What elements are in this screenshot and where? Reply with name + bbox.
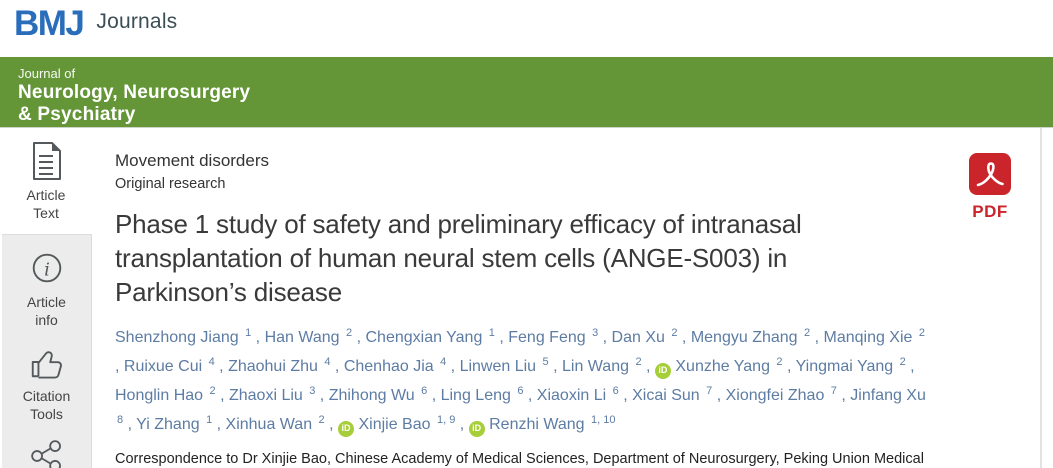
author-link[interactable]: Chenhao Jia 4 [343, 355, 447, 375]
author-link[interactable]: Dan Xu 2 [611, 326, 678, 346]
sidebar-item-article-text[interactable]: Article Text [0, 128, 92, 232]
info-icon: i [27, 248, 67, 288]
journals-label: Journals [96, 10, 178, 33]
document-icon [26, 141, 66, 181]
author-link[interactable]: Zhihong Wu 6 [328, 384, 428, 404]
author-link[interactable]: Zhaohui Zhu 4 [228, 355, 331, 375]
author-link[interactable]: Zhaoxi Liu 3 [228, 384, 316, 404]
thumbs-up-icon [27, 342, 67, 382]
site-header: BMJ Journals [0, 0, 1053, 57]
author-link[interactable]: Chengxian Yang 1 [365, 326, 495, 346]
sidebar: Article Text i Article info Cita [0, 128, 92, 468]
author-link[interactable]: Yi Zhang 1 [136, 413, 213, 433]
author-list: Shenzhong Jiang 1 , Han Wang 2 , Chengxi… [115, 323, 930, 439]
pdf-icon [969, 153, 1011, 199]
journal-kicker: Journal of [18, 66, 76, 81]
journal-banner: Journal of Neurology, Neurosurgery & Psy… [0, 57, 1053, 128]
journal-title-line1[interactable]: Neurology, Neurosurgery [18, 82, 251, 103]
author-link[interactable]: Xiaoxin Li 6 [536, 384, 619, 404]
author-link[interactable]: Lin Wang 2 [562, 355, 642, 375]
author-link[interactable]: Ling Leng 6 [440, 384, 524, 404]
author-link[interactable]: Manqing Xie 2 [823, 326, 925, 346]
author-link[interactable]: Xicai Sun 7 [632, 384, 713, 404]
author-link[interactable]: Yingmai Yang 2 [795, 355, 906, 375]
pdf-download-button[interactable]: PDF [967, 153, 1013, 222]
bmj-logo[interactable]: BMJ [14, 4, 85, 43]
orcid-icon[interactable]: iD [338, 420, 355, 437]
orcid-icon[interactable]: iD [654, 362, 671, 379]
author-link[interactable]: Renzhi Wang 1, 10 [489, 413, 616, 433]
author-link[interactable]: Xinhua Wan 2 [225, 413, 325, 433]
author-link[interactable]: Ruixue Cui 4 [123, 355, 215, 375]
author-link[interactable]: Linwen Liu 5 [459, 355, 549, 375]
sidebar-item-label: Article info [27, 294, 66, 328]
pdf-label: PDF [972, 202, 1008, 221]
author-link[interactable]: Feng Feng 3 [508, 326, 599, 346]
sidebar-item-label: Article Text [26, 187, 66, 221]
svg-text:i: i [44, 260, 50, 281]
article-title: Phase 1 study of safety and preliminary … [115, 209, 802, 307]
author-link[interactable]: Xunzhe Yang 2 [675, 355, 783, 375]
article-type: Original research [115, 176, 226, 192]
orcid-icon[interactable]: iD [468, 420, 485, 437]
author-link[interactable]: Mengyu Zhang 2 [690, 326, 811, 346]
journal-title-line2[interactable]: & Psychiatry [18, 104, 136, 125]
author-link[interactable]: Xinjie Bao 1, 9 [358, 413, 456, 433]
article-section: Movement disorders [115, 151, 270, 170]
share-icon [27, 436, 67, 468]
sidebar-item-citation-tools[interactable]: Citation Tools [2, 342, 91, 423]
author-link[interactable]: Jinfang Xu 8 [117, 387, 926, 426]
sidebar-panel: i Article info Citation Tools [2, 234, 92, 468]
sidebar-item-label: Citation Tools [22, 388, 71, 422]
correspondence-text: Correspondence to Dr Xinjie Bao, Chinese… [115, 451, 924, 467]
content-row: Article Text i Article info Cita [0, 128, 1053, 468]
author-link[interactable]: Shenzhong Jiang 1 [115, 326, 252, 346]
author-link[interactable]: Han Wang 2 [264, 326, 353, 346]
article-header: Movement disorders Original research Pha… [92, 128, 1042, 468]
author-link[interactable]: Xiongfei Zhao 7 [725, 384, 837, 404]
author-link[interactable]: Honglin Hao 2 [115, 384, 216, 404]
sidebar-item-article-info[interactable]: i Article info [2, 248, 91, 329]
correspondence: Correspondence to Dr Xinjie Bao, Chinese… [115, 446, 930, 468]
sidebar-item-share[interactable]: Share [2, 436, 91, 468]
